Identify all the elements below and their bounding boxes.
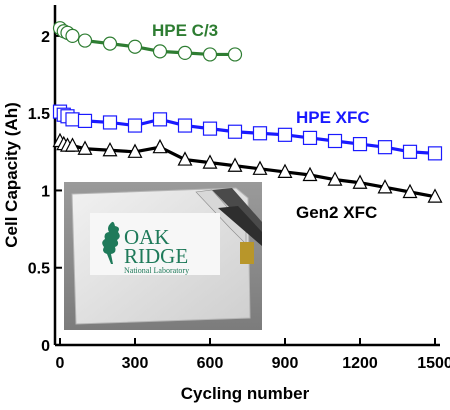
- oak-leaf-icon: [102, 221, 120, 264]
- label-hpe-c3: HPE C/3: [152, 21, 218, 40]
- series-gen2-xfc: [52, 132, 443, 203]
- pouch-cell-photo: OAK RIDGE National Laboratory: [64, 182, 262, 330]
- data-point: [352, 174, 368, 189]
- data-point: [127, 143, 143, 158]
- y-tick-label: 2: [41, 29, 50, 46]
- data-point: [127, 39, 143, 54]
- data-point: [402, 183, 418, 199]
- series-hpe-c-3: [52, 21, 243, 62]
- x-tick-label: 0: [56, 355, 65, 372]
- data-point: [427, 146, 443, 161]
- y-ticks: 0 0.5 1 1.5 2: [28, 29, 62, 355]
- data-point: [227, 47, 243, 62]
- data-point: [152, 138, 168, 154]
- y-tick-label: 1.5: [28, 106, 50, 123]
- data-point: [152, 44, 168, 59]
- data-point: [202, 121, 218, 136]
- data-point: [102, 141, 118, 157]
- x-tick-label: 900: [272, 355, 299, 372]
- data-point: [202, 154, 218, 169]
- data-point: [77, 140, 93, 155]
- tab-silver: [195, 189, 247, 245]
- data-point: [177, 45, 193, 61]
- logo-line-2: RIDGE: [124, 244, 188, 268]
- data-point: [277, 127, 293, 142]
- label-gen2-xfc: Gen2 XFC: [296, 203, 377, 222]
- data-point: [102, 36, 118, 51]
- y-axis-title: Cell Capacity (Ah): [2, 102, 21, 247]
- data-point: [327, 133, 343, 149]
- data-point: [252, 126, 268, 141]
- series-layer: [52, 21, 443, 203]
- data-point: [77, 33, 93, 48]
- y-tick-label: 0.5: [28, 261, 50, 278]
- label-hpe-xfc: HPE XFC: [296, 108, 370, 127]
- y-tick-label: 1: [41, 183, 50, 200]
- tab-gold: [240, 242, 254, 264]
- data-point: [65, 112, 80, 127]
- data-point: [227, 157, 243, 172]
- data-point: [177, 118, 193, 133]
- data-point: [77, 113, 93, 129]
- x-tick-label: 1500: [417, 355, 450, 372]
- data-point: [327, 171, 343, 186]
- data-point: [65, 137, 80, 152]
- data-point: [227, 124, 243, 139]
- data-point: [302, 130, 318, 146]
- x-tick-label: 300: [122, 355, 149, 372]
- data-point: [65, 28, 80, 44]
- data-point: [302, 166, 318, 182]
- x-ticks: 0 300 600 900 1200 1500: [56, 338, 450, 372]
- data-point: [102, 115, 118, 130]
- data-point: [152, 112, 168, 127]
- data-point: [427, 188, 443, 203]
- data-point: [252, 160, 268, 175]
- logo-line-3: National Laboratory: [124, 266, 189, 275]
- data-point: [377, 179, 393, 194]
- y-tick-label: 0: [41, 338, 50, 355]
- data-point: [177, 151, 193, 166]
- x-axis-title: Cycling number: [181, 384, 310, 403]
- data-point: [402, 144, 418, 159]
- tab-dark-2: [218, 206, 262, 246]
- x-tick-label: 600: [197, 355, 224, 372]
- data-point: [127, 118, 143, 133]
- data-point: [277, 163, 293, 179]
- x-tick-label: 1200: [342, 355, 378, 372]
- data-point: [377, 140, 393, 155]
- data-point: [352, 136, 368, 152]
- logo-line-1: OAK: [124, 225, 170, 249]
- data-point: [202, 47, 218, 62]
- series-hpe-xfc: [52, 104, 443, 161]
